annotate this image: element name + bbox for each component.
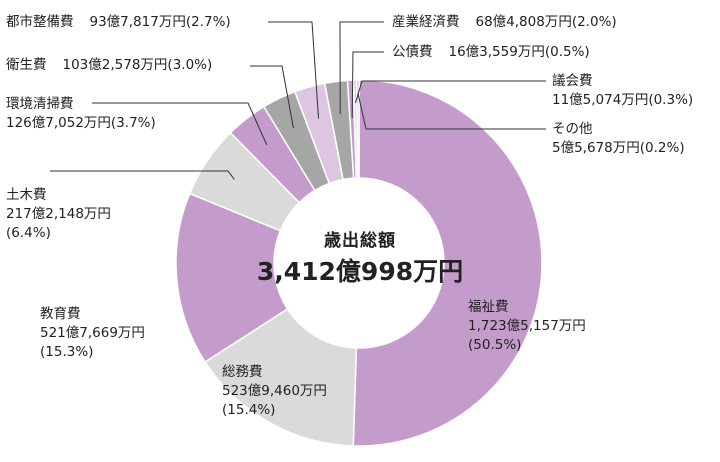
leader-health bbox=[250, 65, 294, 129]
label-urban-development-amount: 93億7,817万円 bbox=[89, 14, 186, 30]
label-assembly-value: 11億5,074万円(0.3%) bbox=[552, 91, 693, 110]
label-environment: 環境清掃費 126億7,052万円(3.7%) bbox=[6, 95, 156, 133]
label-assembly: 議会費 11億5,074万円(0.3%) bbox=[552, 72, 693, 110]
label-civil-engineering-amount: 217億2,148万円 bbox=[6, 206, 111, 222]
label-public-debt: 公債費 16億3,559万円(0.5%) bbox=[392, 43, 590, 62]
label-general-affairs-name: 総務費 bbox=[222, 364, 263, 380]
label-industry-economy-amount: 68億4,808万円 bbox=[475, 14, 572, 30]
leader-industry-economy bbox=[339, 21, 384, 115]
label-general-affairs: 総務費 523億9,460万円 (15.4%) bbox=[222, 363, 327, 420]
leader-other bbox=[357, 92, 546, 130]
leader-assembly bbox=[355, 80, 546, 104]
label-education-amount: 521億7,669万円 bbox=[40, 325, 145, 341]
label-general-affairs-percent: (15.4%) bbox=[222, 402, 276, 418]
label-assembly-amount: 11億5,074万円 bbox=[552, 92, 649, 108]
label-industry-economy-row: 産業経済費 68億4,808万円(2.0%) bbox=[392, 13, 617, 32]
label-other-value: 5億5,678万円(0.2%) bbox=[552, 139, 685, 158]
label-welfare-name: 福祉費 bbox=[468, 299, 509, 315]
leader-urban-development bbox=[268, 21, 320, 119]
label-urban-development-percent: (2.7%) bbox=[185, 14, 231, 30]
label-assembly-name: 議会費 bbox=[552, 73, 593, 89]
label-industry-economy-percent: (2.0%) bbox=[571, 14, 617, 30]
label-welfare: 福祉費 1,723億5,157万円 (50.5%) bbox=[468, 298, 586, 355]
label-other-name: その他 bbox=[552, 121, 593, 137]
label-welfare-percent: (50.5%) bbox=[468, 337, 522, 353]
donut-hole bbox=[274, 178, 444, 348]
label-other: その他 5億5,678万円(0.2%) bbox=[552, 120, 685, 158]
center-title: 歳出総額 bbox=[324, 231, 396, 251]
label-education-name: 教育費 bbox=[40, 306, 81, 322]
label-urban-development: 都市整備費 93億7,817万円(2.7%) bbox=[6, 13, 231, 32]
label-environment-value: 126億7,052万円(3.7%) bbox=[6, 114, 156, 133]
label-education: 教育費 521億7,669万円 (15.3%) bbox=[40, 305, 145, 362]
label-urban-development-row: 都市整備費 93億7,817万円(2.7%) bbox=[6, 13, 231, 32]
label-civil-engineering-name: 土木費 bbox=[6, 187, 47, 203]
label-urban-development-name: 都市整備費 bbox=[6, 14, 74, 30]
label-civil-engineering-percent: (6.4%) bbox=[6, 225, 51, 241]
leader-public-debt bbox=[351, 51, 384, 119]
leader-environment bbox=[92, 102, 268, 145]
label-industry-economy-name: 産業経済費 bbox=[392, 14, 460, 30]
label-welfare-amount: 1,723億5,157万円 bbox=[468, 318, 586, 334]
label-environment-percent: (3.7%) bbox=[110, 115, 156, 131]
label-public-debt-name: 公債費 bbox=[392, 44, 433, 60]
label-general-affairs-amount: 523億9,460万円 bbox=[222, 383, 327, 399]
label-health-row: 衛生費 103億2,578万円(3.0%) bbox=[6, 56, 212, 75]
label-public-debt-row: 公債費 16億3,559万円(0.5%) bbox=[392, 43, 590, 62]
label-assembly-percent: (0.3%) bbox=[648, 92, 694, 108]
label-industry-economy: 産業経済費 68億4,808万円(2.0%) bbox=[392, 13, 617, 32]
label-health-name: 衛生費 bbox=[6, 57, 47, 73]
label-health: 衛生費 103億2,578万円(3.0%) bbox=[6, 56, 212, 75]
label-other-percent: (0.2%) bbox=[639, 140, 685, 156]
label-education-percent: (15.3%) bbox=[40, 344, 94, 360]
label-civil-engineering: 土木費 217億2,148万円 (6.4%) bbox=[6, 186, 111, 243]
center-total: 3,412億998万円 bbox=[256, 257, 464, 286]
label-health-percent: (3.0%) bbox=[167, 57, 213, 73]
label-environment-name: 環境清掃費 bbox=[6, 96, 74, 112]
label-environment-amount: 126億7,052万円 bbox=[6, 115, 111, 131]
label-public-debt-percent: (0.5%) bbox=[544, 44, 590, 60]
label-health-amount: 103億2,578万円 bbox=[62, 57, 168, 73]
leader-civil-engineering bbox=[50, 170, 235, 180]
label-other-amount: 5億5,678万円 bbox=[552, 140, 640, 156]
label-public-debt-amount: 16億3,559万円 bbox=[448, 44, 545, 60]
